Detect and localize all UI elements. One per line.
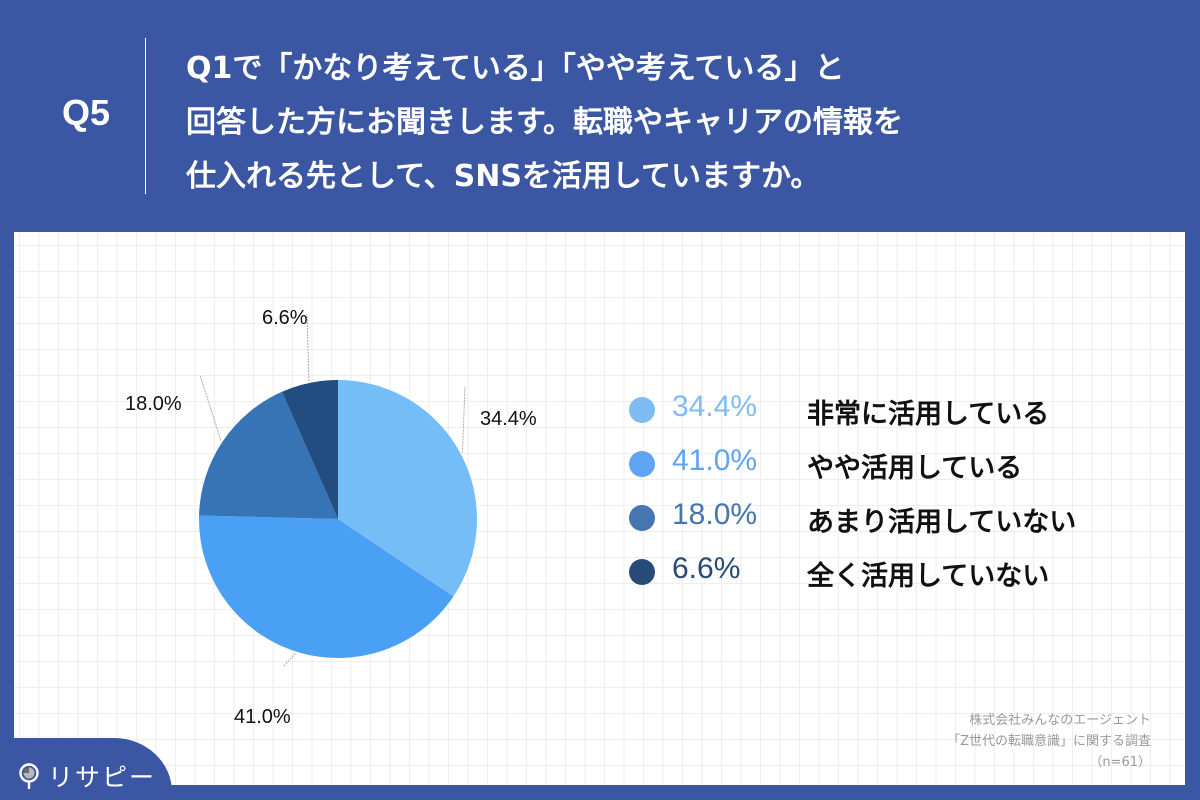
source-company: 株式会社みんなのエージェント [969,713,1151,728]
pie-slice [199,515,454,658]
pie-svg [199,313,477,667]
legend-item: 34.4% 非常に活用している [622,387,1142,441]
legend: 34.4% 非常に活用している 41.0% やや活用している 18.0% あまり… [622,387,1142,603]
legend-label: 非常に活用している [807,399,1050,430]
legend-percent: 41.0% [672,444,758,477]
legend-item: 18.0% あまり活用していない [622,495,1142,549]
brand-name: リサピー [48,763,157,792]
source-survey: 「Z世代の転職意識」に関する調査 [947,734,1151,749]
legend-label: あまり活用していない [807,507,1077,538]
pie-slice [281,380,338,519]
question-number: Q5 [62,92,111,133]
pie-label-slice-4: 6.6% [262,307,308,329]
pie-label-slice-3: 18.0% [125,393,182,415]
question-line-1: Q1で「かなり考えている」「やや考えている」と [186,51,845,86]
chart-panel: 34.4% 41.0% 18.0% 6.6% 34.4% 非常に活用している 4… [14,232,1185,785]
legend-dot-icon [629,397,655,423]
header: Q5 Q1で「かなり考えている」「やや考えている」と 回答した方にお聞きします。… [0,0,1200,232]
legend-dot-icon [629,505,655,531]
question-text: Q1で「かなり考えている」「やや考えている」と 回答した方にお聞きします。転職や… [186,42,1086,204]
leader-line [199,374,222,441]
leader-line [306,313,310,382]
brand-logo: リサピー [0,738,172,800]
legend-item: 41.0% やや活用している [622,441,1142,495]
leader-line [461,385,466,453]
pie-label-slice-2: 41.0% [234,706,291,728]
magnifier-pie-icon [19,763,39,789]
source-sample-size: （n=61） [1089,755,1151,770]
source-note: 株式会社みんなのエージェント 「Z世代の転職意識」に関する調査 （n=61） [947,710,1151,773]
legend-label: 全く活用していない [807,561,1050,592]
legend-dot-icon [629,451,655,477]
pie-label-slice-1: 34.4% [480,408,537,430]
question-line-2: 回答した方にお聞きします。転職やキャリアの情報を [186,105,903,140]
pie-chart: 34.4% 41.0% 18.0% 6.6% [14,232,614,785]
pie-slice [199,391,338,519]
legend-percent: 18.0% [672,498,758,531]
pie-slice [338,380,477,597]
header-divider [145,38,146,194]
legend-dot-icon [629,559,655,585]
question-line-3: 仕入れる先として、SNSを活用していますか。 [186,159,821,194]
legend-percent: 6.6% [672,552,741,585]
legend-percent: 34.4% [672,390,758,423]
legend-label: やや活用している [807,453,1023,484]
leader-line [283,653,296,667]
legend-item: 6.6% 全く活用していない [622,549,1142,603]
